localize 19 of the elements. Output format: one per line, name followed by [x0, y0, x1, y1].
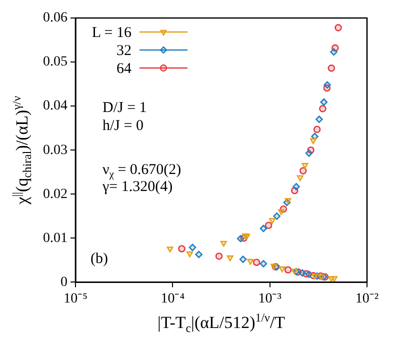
x-tick-label: 10⁻⁵	[64, 291, 88, 306]
y-tick-label: 0.04	[43, 98, 68, 114]
y-tick-label: 0.01	[43, 230, 68, 246]
annotation: (b)	[90, 251, 108, 268]
legend-label: L = 16	[92, 25, 132, 41]
annotation: γ= 1.320(4)	[102, 179, 173, 195]
y-tick-label: 0.03	[43, 142, 68, 158]
annotation: D/J = 1	[102, 100, 147, 116]
y-tick-label: 0.02	[43, 186, 68, 202]
y-axis-title: χ||(qchiral)/(αL)γ/ν	[10, 95, 34, 206]
y-tick-label: 0.05	[43, 54, 68, 70]
x-tick-label: 10⁻²	[355, 291, 379, 306]
y-tick-label: 0.06	[43, 10, 68, 26]
y-tick-label: 0	[60, 274, 68, 290]
annotation: h/J = 0	[102, 118, 144, 134]
x-tick-label: 10⁻³	[258, 291, 282, 306]
legend-label: 64	[116, 61, 132, 77]
x-tick-label: 10⁻⁴	[160, 291, 185, 306]
legend-label: 32	[116, 43, 132, 59]
